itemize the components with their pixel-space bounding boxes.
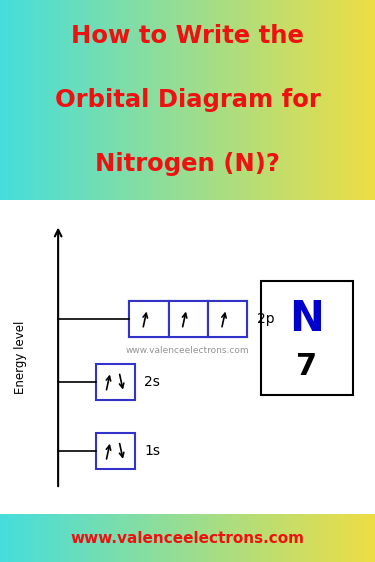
Bar <box>208 301 248 337</box>
Text: 2p: 2p <box>257 312 274 326</box>
Text: Nitrogen (N)?: Nitrogen (N)? <box>95 152 280 175</box>
Bar <box>261 282 352 395</box>
Text: How to Write the: How to Write the <box>71 24 304 48</box>
Bar <box>129 301 169 337</box>
Text: Energy level: Energy level <box>14 320 27 393</box>
Bar <box>208 301 248 337</box>
Text: www.valenceelectrons.com: www.valenceelectrons.com <box>70 531 304 546</box>
Bar <box>96 364 135 400</box>
Bar <box>96 433 135 469</box>
Text: 7: 7 <box>296 352 317 381</box>
Text: Orbital Diagram for: Orbital Diagram for <box>55 88 320 112</box>
Bar <box>129 301 169 337</box>
Text: 2s: 2s <box>144 375 160 389</box>
Text: 1s: 1s <box>144 445 160 458</box>
Text: www.valenceelectrons.com: www.valenceelectrons.com <box>126 346 249 355</box>
Bar <box>169 301 208 337</box>
Text: N: N <box>289 298 324 339</box>
Bar <box>169 301 208 337</box>
